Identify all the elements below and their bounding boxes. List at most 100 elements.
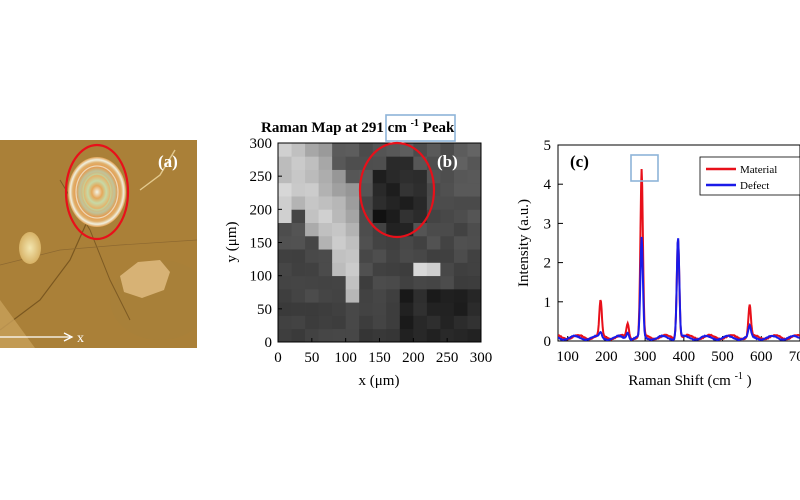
heatmap-cell [467,302,482,316]
heatmap-cell [332,288,347,303]
heatmap-cell [318,328,333,343]
spectra-x-axis-label-prefix: Raman Shift (cm [628,373,731,389]
heatmap-cell [318,249,333,263]
panel-label-b: (b) [437,152,458,171]
map-title: Raman Map at 291 cm -1 Peak [261,114,455,136]
heatmap-cell [359,235,374,250]
heatmap-cell [413,262,428,277]
heatmap-cell [372,209,387,223]
map-title-prefix: Raman Map at [261,120,361,136]
spectra-x-tick-label: 300 [634,349,657,365]
legend-label-material: Material [740,164,777,176]
legend-label-defect: Defect [740,180,769,192]
heatmap-cell [291,235,306,250]
heatmap-cell [332,328,347,343]
heatmap-cell [467,249,482,263]
heatmap-cell [467,235,482,250]
map-axes: 0 50 100 150 200 250 300 0 50 100 150 200 250 300 [250,136,493,366]
panel-a: (a) x [0,140,197,348]
heatmap-cell [467,169,482,184]
spectra-y-tick-label: 2 [544,256,552,272]
heatmap-cell [453,275,468,290]
peak-highlight-box [385,114,456,142]
heatmap-cell [318,143,333,157]
heatmap-cell [440,222,455,237]
heatmap-cell [399,169,414,184]
heatmap-cell [440,328,455,343]
x-axis-arrow-label: x [77,331,84,346]
heatmap-cell [359,302,374,316]
heatmap-cell [453,169,468,184]
heatmap-cell [359,262,374,277]
heatmap-cell [372,182,387,197]
heatmap-cell [399,196,414,210]
heatmap-cell [386,169,401,184]
heatmap-cell [278,196,292,210]
heatmap-cell [372,315,387,330]
heatmap-cell [345,328,360,343]
map-y-tick-label: 300 [250,136,273,152]
heatmap-cell [305,156,319,170]
heatmap-cell [386,328,401,343]
map-y-tick-label: 200 [250,202,273,218]
heatmap-cell [372,235,387,250]
map-x-axis-label: x (μm) [359,373,400,389]
heatmap-cell [413,302,428,316]
heatmap-cell [332,169,347,184]
heatmap-cell [413,209,428,223]
heatmap-cell [345,222,360,237]
heatmap-cell [372,288,387,303]
heatmap-cell [332,275,347,290]
heatmap-cell [372,275,387,290]
heatmap-cell [318,182,333,197]
map-x-tick-label: 0 [274,350,282,366]
heatmap-cell [291,143,306,157]
heatmap-cell [426,328,441,343]
heatmap-cell [278,262,292,277]
spectra-x-tick-label: 500 [711,349,734,365]
heatmap-cell [345,315,360,330]
heatmap-cell [291,222,306,237]
defect-rings [68,157,126,227]
heatmap-cell [399,249,414,263]
heatmap-cell [372,328,387,343]
heatmap-cell [426,288,441,303]
heatmap-cell [399,302,414,316]
heatmap-cell [332,156,347,170]
heatmap-cell [305,196,319,210]
spectra-y-tick-label: 5 [544,138,552,154]
heatmap-cell [467,262,482,277]
heatmap-cell [278,182,292,197]
heatmap-cell [332,302,347,316]
heatmap-cell [386,143,401,157]
heatmap-cell [399,235,414,250]
heatmap-cell [426,169,441,184]
heatmap-cell [332,262,347,277]
heatmap-cell [440,302,455,316]
heatmap-cell [278,143,292,157]
heatmap-cell [426,143,441,157]
heatmap-cell [332,235,347,250]
raman-heatmap [278,143,482,343]
spectra-x-tick-label: 200 [595,349,618,365]
heatmap-cell [399,275,414,290]
heatmap-cell [291,315,306,330]
heatmap-cell [305,288,319,303]
heatmap-cell [413,328,428,343]
heatmap-cell [413,288,428,303]
heatmap-cell [413,196,428,210]
heatmap-cell [345,143,360,157]
map-title-suffix: Peak [423,120,455,136]
heatmap-cell [386,196,401,210]
heatmap-cell [413,315,428,330]
heatmap-cell [291,156,306,170]
heatmap-cell [278,222,292,237]
panel-label-c: (c) [570,152,589,171]
spectra-y-tick-label: 1 [544,295,552,311]
spectra-x-tick-label: 100 [556,349,579,365]
heatmap-cell [467,275,482,290]
heatmap-cell [386,288,401,303]
heatmap-cell [291,302,306,316]
heatmap-cell [426,315,441,330]
map-x-tick-label: 200 [402,350,425,366]
